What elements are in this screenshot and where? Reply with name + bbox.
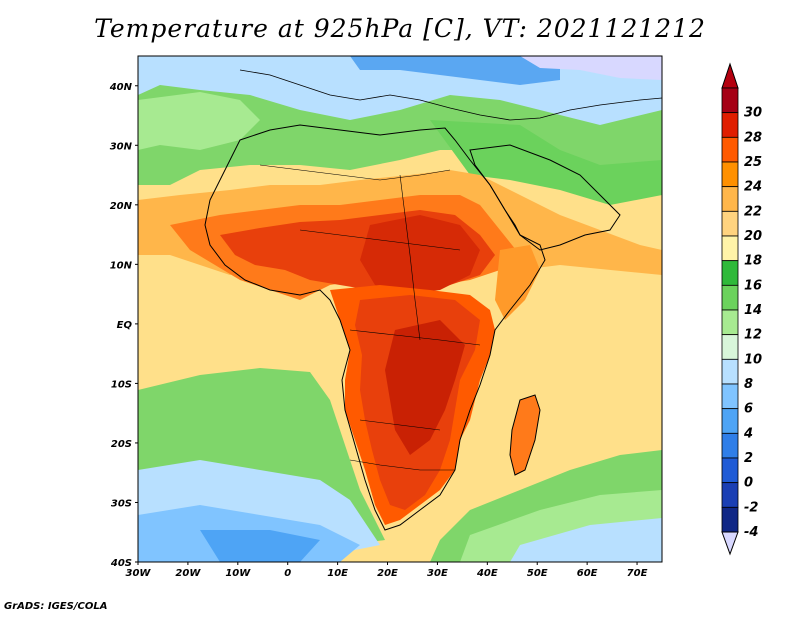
lon-tick-label: 10E [327, 568, 348, 579]
lat-tick-label: 40S [110, 558, 132, 569]
colorbar-label: 22 [744, 204, 762, 219]
colorbar-swatch [721, 235, 739, 262]
lat-tick-label: 30N [110, 141, 133, 152]
colorbar-swatch [721, 358, 739, 385]
colorbar-swatch [721, 87, 739, 114]
map-title: Temperature at 925hPa [C], VT: 202112121… [94, 14, 706, 43]
colorbar-label: 12 [744, 328, 762, 343]
colorbar-label: 20 [744, 229, 762, 244]
colorbar-label: 0 [744, 476, 753, 491]
credit-label: GrADS: IGES/COLA [4, 601, 108, 612]
colorbar-swatch [721, 408, 739, 434]
lon-tick-label: 20W [175, 568, 201, 579]
lon-tick-label: 0 [284, 568, 291, 579]
colorbar-label: 6 [744, 402, 753, 417]
colorbar-swatch [721, 284, 739, 311]
lat-tick-label: 20S [111, 439, 132, 450]
colorbar-swatch [721, 210, 739, 237]
colorbar-label: 25 [744, 155, 762, 170]
lat-tick-label: 10N [110, 260, 133, 271]
lat-tick-label: 40N [109, 82, 133, 93]
colorbar-label: -4 [744, 525, 758, 540]
colorbar-swatch [721, 334, 739, 360]
latitude-axis: 40N 30N 20N 10N EQ 10S 20S 30S 40S [109, 82, 138, 569]
colorbar-swatch [721, 186, 739, 212]
colorbar-swatch [721, 457, 739, 484]
lat-tick-label: 20N [110, 201, 133, 212]
colorbar-label: 4 [743, 426, 753, 441]
colorbar-swatch [721, 161, 739, 188]
colorbar-swatch [721, 136, 739, 163]
lon-tick-label: 20E [377, 568, 398, 579]
lat-tick-label: EQ [117, 320, 133, 331]
colorbar-swatch [721, 112, 739, 138]
colorbar-arrow-bottom [721, 531, 739, 556]
temperature-field [138, 56, 662, 562]
lon-tick-label: 40E [476, 568, 498, 579]
lat-tick-label: 10S [111, 379, 132, 390]
lat-tick-label: 30S [111, 498, 132, 509]
lon-tick-label: 30W [126, 568, 152, 579]
colorbar-swatch [721, 506, 739, 533]
colorbar-label: 2 [744, 451, 753, 466]
lon-tick-label: 30E [427, 568, 448, 579]
colorbar-swatch [721, 309, 739, 336]
map-frame [137, 55, 663, 563]
colorbar-swatch [721, 482, 739, 508]
longitude-axis: 30W 20W 10W 0 10E 20E 30E 40E 50E 60E 70E [126, 562, 648, 579]
colorbar-label: 16 [744, 278, 762, 293]
lon-tick-label: 50E [527, 568, 548, 579]
colorbar-label: 18 [744, 254, 762, 269]
lon-tick-label: 70E [627, 568, 648, 579]
lon-tick-label: 10W [225, 568, 251, 579]
colorbar-swatch [721, 383, 739, 410]
colorbar-label: 10 [744, 352, 762, 367]
colorbar-label: 30 [744, 106, 762, 121]
colorbar-label: 24 [744, 180, 762, 195]
colorbar-label: 14 [744, 303, 762, 318]
colorbar-label: -2 [744, 500, 758, 515]
lon-tick-label: 60E [577, 568, 598, 579]
colorbar-swatch [721, 432, 739, 459]
colorbar-label: 8 [744, 377, 753, 392]
colorbar-arrow-top [721, 62, 739, 89]
colorbar-swatch [721, 260, 739, 286]
colorbar-label: 28 [744, 130, 762, 145]
